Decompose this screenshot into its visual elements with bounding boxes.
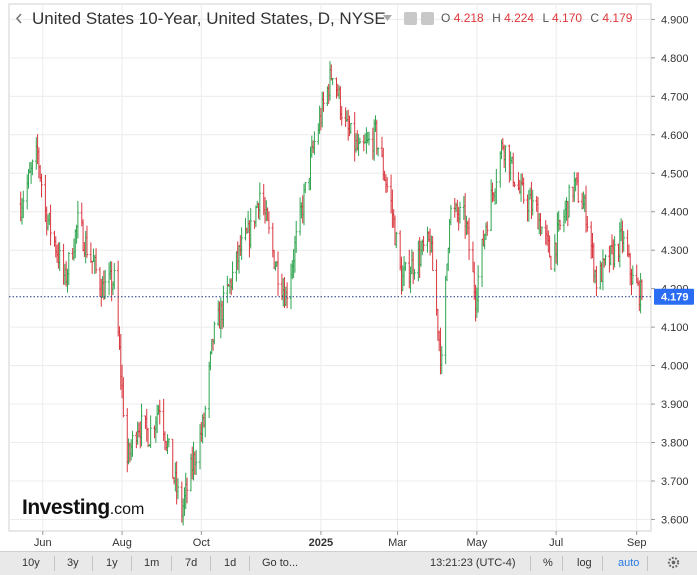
ohlc-open-key: O	[441, 11, 451, 25]
toolbar-divider	[530, 556, 531, 571]
range-1m-button[interactable]: 1m	[144, 557, 160, 569]
gear-icon[interactable]	[667, 556, 680, 569]
bottom-toolbar: 10y 3y 1y 1m 7d 1d Go to... 13:21:23 (UT…	[0, 551, 697, 575]
toolbar-divider	[171, 556, 172, 571]
toolbar-divider	[249, 556, 250, 571]
x-tick-label: 2025	[309, 537, 333, 549]
toolbar-divider	[131, 556, 132, 571]
x-tick-label: Oct	[193, 537, 210, 549]
chart-header: United States 10-Year, United States, D,…	[0, 0, 650, 38]
title-dropdown-icon[interactable]	[383, 15, 392, 21]
ohlc-low-value: 4.170	[552, 11, 583, 25]
ohlc-open-value: 4.218	[453, 11, 484, 25]
toolbar-divider	[54, 556, 55, 571]
y-tick-label: 4.300	[661, 245, 689, 257]
last-price-tag	[654, 288, 694, 305]
y-tick-label: 4.000	[661, 361, 689, 373]
range-7d-button[interactable]: 7d	[185, 557, 198, 569]
ohlc-high-value: 4.224	[504, 11, 535, 25]
x-tick-label: May	[466, 537, 487, 549]
x-tick-label: Jul	[549, 537, 563, 549]
logo-main: Investing	[22, 496, 110, 519]
ohlc-readout: O 4.218 H 4.224 L 4.170 C 4.179	[441, 11, 632, 25]
x-tick-label: Sep	[627, 537, 647, 549]
range-3y-button[interactable]: 3y	[67, 557, 79, 569]
y-tick-label: 4.800	[661, 53, 689, 65]
y-tick-label: 3.800	[661, 438, 689, 450]
percent-toggle[interactable]: %	[543, 557, 553, 569]
goto-button[interactable]: Go to...	[262, 557, 299, 569]
toolbar-divider	[562, 556, 563, 571]
range-1d-button[interactable]: 1d	[224, 557, 237, 569]
settings-alt-icon[interactable]	[421, 12, 434, 25]
toolbar-divider	[602, 556, 603, 571]
y-tick-label: 4.600	[661, 130, 689, 142]
collapse-caret-icon[interactable]	[14, 13, 25, 24]
range-1y-button[interactable]: 1y	[106, 557, 118, 569]
ohlc-low-key: L	[542, 11, 549, 25]
clock-readout: 13:21:23 (UTC-4)	[430, 557, 516, 569]
y-tick-label: 4.500	[661, 168, 689, 180]
y-tick-label: 4.700	[661, 91, 689, 103]
y-tick-label: 3.600	[661, 514, 689, 526]
settings-icon[interactable]	[404, 12, 417, 25]
toolbar-divider	[210, 556, 211, 571]
x-tick-label: Jun	[34, 537, 52, 549]
chart-title[interactable]: United States 10-Year, United States, D,…	[32, 9, 386, 28]
auto-toggle[interactable]: auto	[618, 557, 640, 569]
logo-suffix: .com	[109, 501, 145, 518]
y-tick-label: 4.100	[661, 322, 689, 334]
x-tick-label: Mar	[388, 537, 407, 549]
y-tick-label: 4.400	[661, 207, 689, 219]
ohlc-high-key: H	[492, 11, 501, 25]
y-tick-label: 3.900	[661, 399, 689, 411]
y-tick-label: 3.700	[661, 476, 689, 488]
x-tick-label: Aug	[112, 537, 132, 549]
log-toggle[interactable]: log	[577, 557, 592, 569]
ohlc-close-key: C	[590, 11, 600, 25]
investing-logo: Investing.com	[22, 496, 144, 520]
price-chart[interactable]: 3.6003.7003.8003.9004.0004.1004.2004.300…	[0, 0, 697, 551]
ohlc-close-value: 4.179	[602, 11, 633, 25]
toolbar-divider	[647, 556, 648, 571]
toolbar-divider	[92, 556, 93, 571]
last-price-label: 4.179	[661, 292, 689, 304]
y-tick-label: 4.900	[661, 14, 689, 26]
range-10y-button[interactable]: 10y	[22, 557, 40, 569]
